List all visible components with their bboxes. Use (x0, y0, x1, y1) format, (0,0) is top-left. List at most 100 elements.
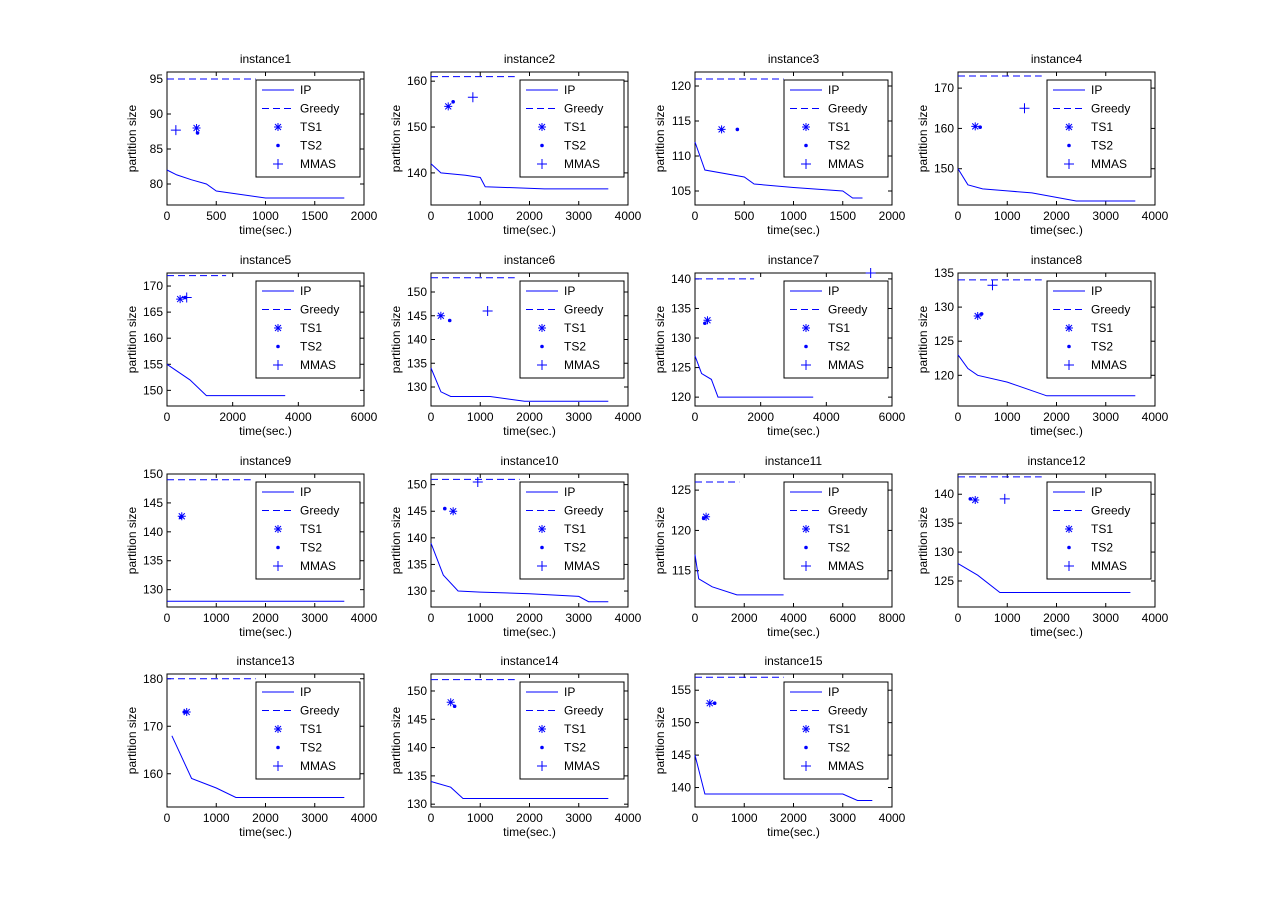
y-tick-label: 110 (672, 149, 691, 163)
subplot-title: instance3 (768, 52, 820, 66)
x-tick-label: 4000 (615, 811, 642, 825)
y-tick-label: 130 (407, 380, 427, 394)
legend-label: Greedy (300, 303, 339, 317)
y-axis-label: partition size (125, 706, 139, 774)
legend-label: Greedy (564, 102, 603, 116)
y-tick-label: 125 (671, 483, 691, 497)
ts1-point (446, 698, 455, 707)
x-tick-label: 4000 (615, 410, 642, 424)
x-tick-label: 2000 (516, 611, 543, 625)
legend-label: TS2 (300, 541, 322, 555)
legend-label: Greedy (1091, 504, 1130, 518)
legend-label: Greedy (828, 504, 867, 518)
x-tick-label: 0 (164, 410, 171, 424)
legend: IP Greedy TS1 TS2 MMAS (519, 681, 625, 780)
legend-label: TS1 (564, 722, 586, 736)
x-axis-label: time(sec.) (767, 223, 820, 237)
legend-label: IP (300, 83, 311, 97)
x-tick-label: 1000 (994, 611, 1021, 625)
legend-label: TS2 (828, 541, 850, 555)
y-tick-label: 130 (407, 797, 427, 811)
y-tick-label: 140 (143, 525, 163, 539)
legend-label: MMAS (828, 759, 864, 773)
legend-label: TS2 (564, 541, 586, 555)
x-tick-label: 6000 (829, 611, 856, 625)
legend-box (783, 681, 889, 780)
subplot-title: instance9 (240, 454, 292, 468)
x-tick-label: 2000 (747, 410, 774, 424)
subplot-title: instance4 (1031, 52, 1083, 66)
y-tick-label: 140 (934, 487, 954, 501)
legend-label: IP (828, 83, 839, 97)
y-tick-label: 130 (934, 545, 954, 559)
x-axis-label: time(sec.) (239, 825, 292, 839)
legend-ts2-swatch (540, 344, 544, 349)
subplot-instance9: instance9 0 1000 2000 3000 4000 130 135 140 145 15… (125, 454, 378, 639)
legend-box (519, 481, 625, 580)
y-tick-label: 155 (143, 357, 163, 371)
legend-label: MMAS (300, 358, 336, 372)
legend-label: IP (300, 284, 311, 298)
legend-ts2-swatch (540, 745, 544, 750)
legend-mmas-swatch (1064, 561, 1074, 571)
legend-box (255, 79, 361, 178)
x-tick-label: 3000 (301, 811, 328, 825)
y-tick-label: 170 (143, 719, 163, 733)
mmas-point (467, 92, 478, 103)
legend-box (1046, 79, 1152, 178)
legend-ts2-swatch (1067, 143, 1071, 148)
mmas-point (987, 280, 998, 291)
y-tick-label: 145 (671, 748, 691, 762)
legend-label: Greedy (828, 102, 867, 116)
ts2-point (701, 516, 706, 521)
x-tick-label: 1000 (467, 811, 494, 825)
y-axis-label: partition size (653, 706, 667, 774)
legend-label: TS2 (1091, 139, 1113, 153)
legend-ts1-swatch (538, 324, 546, 332)
subplot-title: instance12 (1027, 454, 1085, 468)
legend-ts1-swatch (274, 123, 282, 131)
y-tick-label: 135 (407, 557, 427, 571)
legend: IP Greedy TS1 TS2 MMAS (783, 481, 889, 580)
ts1-point (717, 125, 726, 134)
y-tick-label: 135 (671, 301, 691, 315)
y-tick-label: 115 (672, 564, 691, 578)
subplot-title: instance1 (240, 52, 292, 66)
legend-label: Greedy (828, 704, 867, 718)
legend: IP Greedy TS1 TS2 MMAS (255, 681, 361, 780)
legend-label: MMAS (1091, 157, 1127, 171)
y-tick-label: 145 (407, 309, 427, 323)
x-tick-label: 2000 (516, 410, 543, 424)
subplot-instance12: instance12 0 1000 2000 3000 4000 125 130 135 140 t… (916, 454, 1169, 639)
y-axis-label: partition size (653, 506, 667, 574)
legend-label: TS1 (564, 321, 586, 335)
ts1-point (444, 102, 453, 111)
x-tick-label: 2000 (1043, 410, 1070, 424)
legend-label: IP (828, 685, 839, 699)
legend-label: MMAS (828, 559, 864, 573)
y-tick-label: 135 (407, 356, 427, 370)
x-tick-label: 2000 (516, 811, 543, 825)
y-tick-label: 135 (934, 266, 954, 280)
legend-ts1-swatch (538, 725, 546, 733)
series-ip-line (171, 735, 345, 798)
x-tick-label: 6000 (351, 410, 378, 424)
series-ip-line (694, 141, 863, 199)
subplot-instance2: instance2 0 1000 2000 3000 4000 140 150 160 time(… (389, 52, 642, 237)
legend-ts2-swatch (1067, 344, 1071, 349)
y-axis-label: partition size (389, 706, 403, 774)
subplot-instance5: instance5 0 2000 4000 6000 150 155 160 165 170 tim… (125, 253, 378, 438)
legend-label: TS1 (1091, 321, 1113, 335)
legend-label: TS1 (564, 120, 586, 134)
y-tick-label: 150 (671, 716, 691, 730)
subplot-instance7: instance7 0 2000 4000 6000 120 125 130 135 140 tim… (653, 253, 906, 438)
legend-box (1046, 280, 1152, 379)
x-tick-label: 2000 (780, 811, 807, 825)
ts2-point (979, 312, 984, 316)
legend-ts2-swatch (540, 545, 544, 550)
y-tick-label: 135 (143, 554, 163, 568)
x-tick-label: 0 (692, 811, 699, 825)
x-axis-label: time(sec.) (503, 223, 556, 237)
x-axis-label: time(sec.) (1030, 223, 1083, 237)
